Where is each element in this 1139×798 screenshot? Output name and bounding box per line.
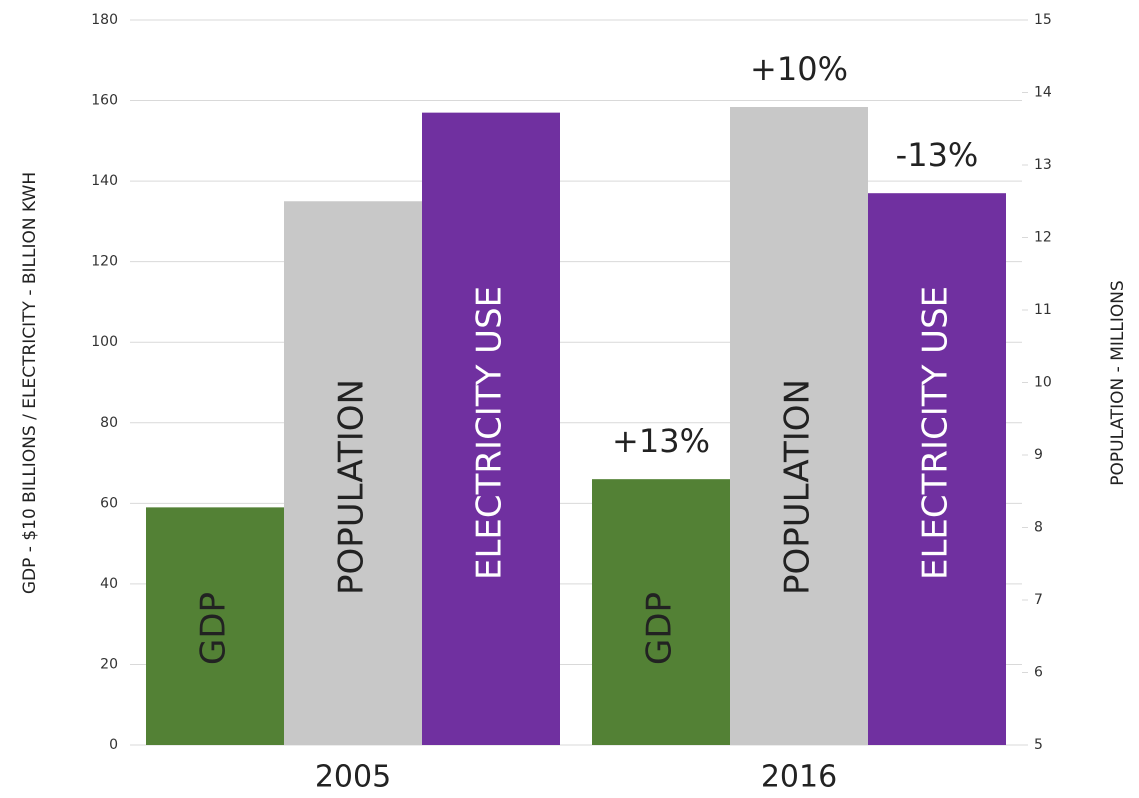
y-tick-label: 160 <box>91 93 118 109</box>
x-tick-label: 2016 <box>761 760 837 795</box>
y2-tick-label: 11 <box>1034 302 1052 318</box>
y2-tick-label: 9 <box>1034 447 1043 463</box>
y-tick-label: 40 <box>100 576 118 592</box>
y2-tick-label: 6 <box>1034 665 1043 681</box>
y2-axis-title: POPULATION - MILLIONS <box>1108 280 1128 485</box>
y2-tick-label: 7 <box>1034 592 1043 608</box>
bar <box>730 107 868 745</box>
y2-tick-label: 15 <box>1034 12 1052 28</box>
y-tick-label: 0 <box>109 737 118 753</box>
y2-tick-label: 14 <box>1034 85 1052 101</box>
y2-tick-label: 5 <box>1034 737 1043 753</box>
y2-tick-label: 10 <box>1034 375 1052 391</box>
bar <box>422 112 560 745</box>
bar-series-label: ELECTRICITY USE <box>916 286 956 580</box>
bar-series-label: POPULATION <box>778 379 818 595</box>
y-axis-title: GDP - $10 BILLIONS / ELECTRICITY - BILLI… <box>20 172 40 594</box>
bar-series-label: POPULATION <box>332 379 372 595</box>
bar-series-label: GDP <box>640 592 680 665</box>
y-tick-label: 80 <box>100 415 118 431</box>
change-annotation: +10% <box>750 50 848 88</box>
x-tick-label: 2005 <box>315 760 391 795</box>
y2-tick-label: 12 <box>1034 230 1052 246</box>
y-tick-label: 20 <box>100 656 118 672</box>
bar <box>146 507 284 745</box>
y2-tick-label: 8 <box>1034 520 1043 536</box>
y-tick-label: 180 <box>91 12 118 28</box>
y-tick-label: 60 <box>100 495 118 511</box>
bar <box>868 193 1006 745</box>
y2-tick-label: 13 <box>1034 157 1052 173</box>
bar-series-label: ELECTRICITY USE <box>470 286 510 580</box>
y-tick-label: 120 <box>91 254 118 270</box>
bar <box>592 479 730 745</box>
y-tick-label: 100 <box>91 334 118 350</box>
bar-series-label: GDP <box>194 592 234 665</box>
change-annotation: +13% <box>612 422 710 460</box>
bar <box>284 201 422 745</box>
change-annotation: -13% <box>896 136 979 174</box>
y-tick-label: 140 <box>91 173 118 189</box>
